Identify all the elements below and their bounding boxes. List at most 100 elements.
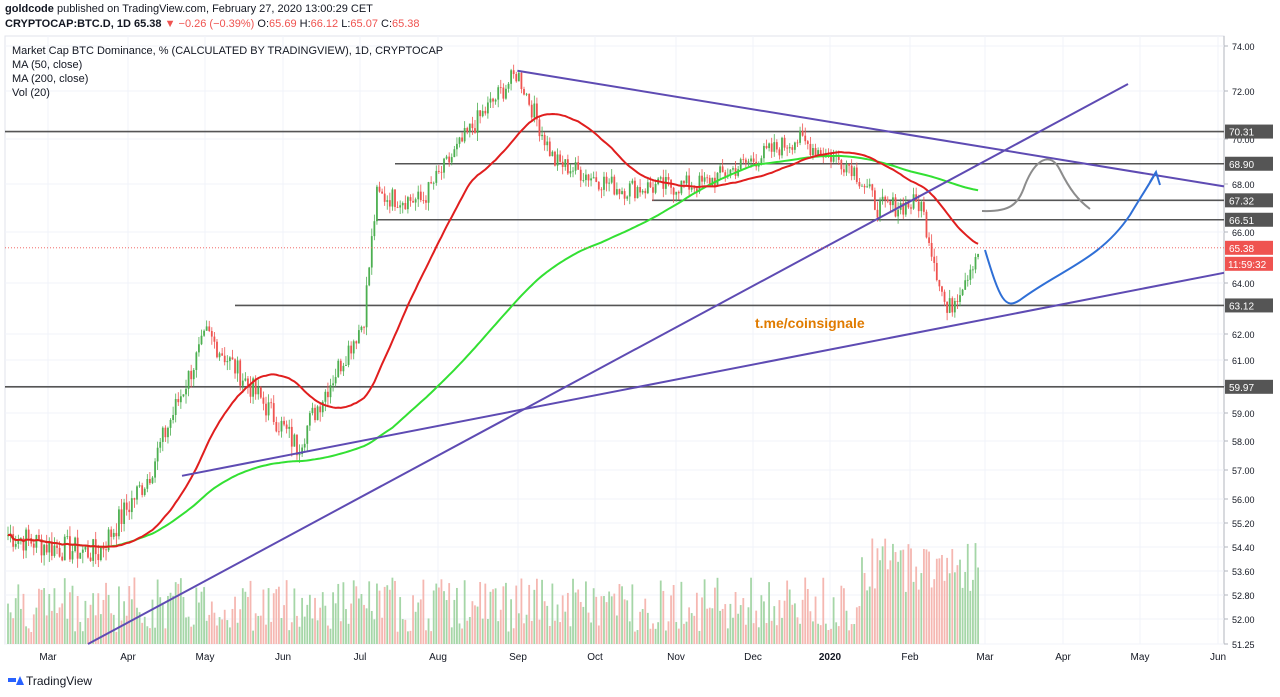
candle-body [311, 407, 314, 414]
level-label-box [1225, 156, 1273, 171]
volume-bar [752, 623, 755, 644]
volume-bar [435, 583, 438, 644]
level-label: 67.32 [1229, 196, 1254, 207]
countdown-box [1225, 256, 1273, 271]
volume-bar [832, 597, 835, 644]
tradingview-logo-icon[interactable] [8, 676, 24, 686]
volume-bar [474, 605, 476, 644]
candle-body [783, 137, 786, 148]
candle-body [200, 335, 203, 345]
candle-body [724, 172, 727, 177]
candle-body [427, 182, 430, 203]
volume-bar [716, 577, 719, 644]
price-chart[interactable]: 74.00 72.00 70.00 68.00 66.00 64.00 62.00 61.00… [0, 34, 1280, 674]
legend-ma200[interactable]: MA (200, close) [12, 73, 89, 85]
candle-body [904, 202, 907, 215]
candle-body [523, 89, 525, 95]
volume-bar [278, 586, 280, 644]
candle-body [561, 161, 564, 167]
candle-body [285, 424, 288, 429]
volume-bar [941, 555, 943, 644]
author-name[interactable]: goldcode [5, 3, 54, 15]
candle-body [463, 128, 466, 142]
candle-body [680, 180, 683, 194]
candle-body [456, 143, 458, 150]
volume-bar [935, 558, 938, 644]
legend-ma50[interactable]: MA (50, close) [12, 59, 83, 71]
price-tick-label: 55.20 [1232, 519, 1255, 529]
volume-bar [25, 626, 27, 644]
candle-body [407, 197, 409, 210]
volume-bar [551, 583, 554, 644]
volume-bar [734, 592, 737, 644]
candle-body [499, 87, 502, 89]
candle-body [342, 365, 345, 372]
volume-bar [38, 588, 40, 644]
volume-bar [40, 589, 43, 644]
volume-bar [799, 623, 801, 644]
volume-bar [110, 613, 113, 644]
volume-bar [714, 587, 716, 644]
candle-body [146, 479, 149, 489]
volume-bar [670, 595, 672, 644]
volume-bar [801, 599, 804, 644]
candle-body [35, 534, 38, 548]
candle-body [716, 172, 719, 186]
candle-body [399, 205, 402, 208]
projection-arrow-icon [1149, 169, 1161, 186]
volume-bar [917, 589, 920, 644]
volume-bar [938, 558, 941, 644]
volume-bar [809, 611, 812, 644]
volume-bar [690, 613, 693, 644]
candle-body [639, 187, 641, 193]
candle-body [187, 370, 190, 389]
volume-bar [339, 621, 342, 644]
candle-body [177, 398, 180, 403]
candle-body [884, 196, 887, 200]
time-tick-label: Jul [354, 652, 367, 663]
candle-body [156, 447, 159, 462]
footer-brand[interactable]: TradingView [26, 674, 93, 688]
candle-body [306, 425, 309, 444]
candle-body [786, 147, 789, 149]
time-tick-label: Sep [509, 652, 527, 663]
volume-bar [876, 548, 879, 644]
time-tick-label: Oct [587, 652, 603, 663]
volume-bar [675, 622, 678, 644]
candle-body [946, 301, 949, 313]
volume-bar [871, 538, 874, 644]
volume-bar [639, 611, 641, 644]
volume-bar [404, 619, 407, 644]
candle-body [337, 360, 340, 378]
volume-bar [92, 593, 95, 644]
volume-bar [115, 631, 118, 644]
volume-bar [149, 628, 151, 644]
volume-bar [817, 623, 820, 644]
volume-bar [615, 615, 618, 644]
volume-bar [907, 544, 910, 644]
volume-bar [566, 592, 569, 644]
low-value: 65.07 [350, 18, 378, 30]
candle-body [977, 253, 979, 258]
candle-body [781, 137, 783, 156]
candle-body [693, 187, 696, 189]
candle-body [120, 509, 123, 524]
candle-body [853, 167, 856, 177]
level-label: 68.90 [1229, 160, 1254, 171]
volume-bar [523, 623, 525, 644]
candle-body [548, 141, 551, 157]
legend-volume[interactable]: Vol (20) [12, 87, 50, 99]
volume-bar [786, 580, 789, 644]
volume-bar [84, 600, 87, 644]
volume-bar [414, 611, 417, 644]
candle-body [481, 110, 484, 117]
volume-bar [605, 602, 608, 644]
candle-body [698, 175, 701, 192]
publisher-line: goldcode published on TradingView.com, F… [5, 2, 420, 17]
volume-bar [819, 625, 822, 644]
volume-bar [794, 603, 796, 644]
candle-body [850, 165, 853, 177]
candle-body [517, 72, 520, 82]
candle-body [505, 88, 507, 99]
volume-bar [208, 614, 211, 644]
